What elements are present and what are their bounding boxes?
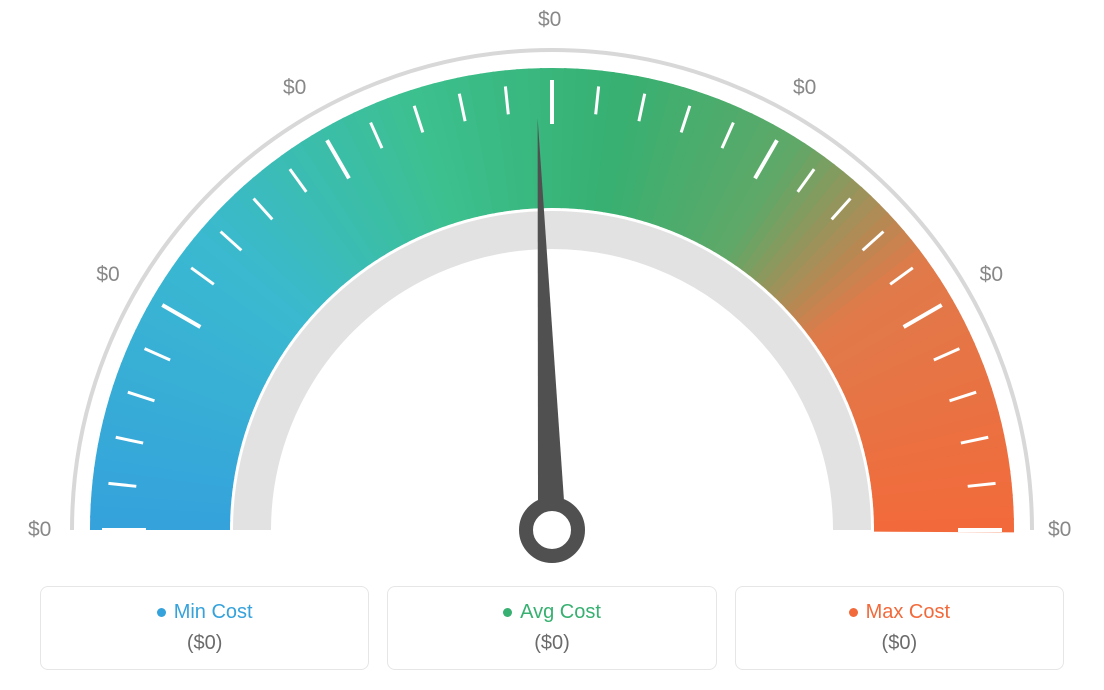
- legend-dot-avg: [503, 608, 512, 617]
- gauge-tick-label: $0: [283, 76, 306, 100]
- gauge-tick-label: $0: [980, 263, 1003, 287]
- legend-label-max: Max Cost: [866, 601, 950, 624]
- legend-card-avg: Avg Cost ($0): [387, 586, 716, 670]
- legend-row: Min Cost ($0) Avg Cost ($0) Max Cost ($0…: [40, 586, 1064, 670]
- legend-dot-max: [849, 608, 858, 617]
- gauge-chart: $0$0$0$0$0$0$0: [22, 20, 1082, 570]
- gauge-tick-label: $0: [28, 518, 51, 542]
- legend-value-max: ($0): [736, 632, 1063, 655]
- gauge-tick-label: $0: [96, 263, 119, 287]
- legend-dot-min: [157, 608, 166, 617]
- legend-title-avg: Avg Cost: [503, 601, 601, 624]
- gauge-tick-label: $0: [1048, 518, 1071, 542]
- legend-card-max: Max Cost ($0): [735, 586, 1064, 670]
- gauge-tick-label: $0: [793, 76, 816, 100]
- gauge-tick-label: $0: [538, 8, 561, 32]
- legend-title-min: Min Cost: [157, 601, 253, 624]
- legend-label-avg: Avg Cost: [520, 601, 601, 624]
- legend-label-min: Min Cost: [174, 601, 253, 624]
- gauge-svg: [22, 20, 1082, 570]
- legend-value-avg: ($0): [388, 632, 715, 655]
- legend-value-min: ($0): [41, 632, 368, 655]
- legend-title-max: Max Cost: [849, 601, 950, 624]
- legend-card-min: Min Cost ($0): [40, 586, 369, 670]
